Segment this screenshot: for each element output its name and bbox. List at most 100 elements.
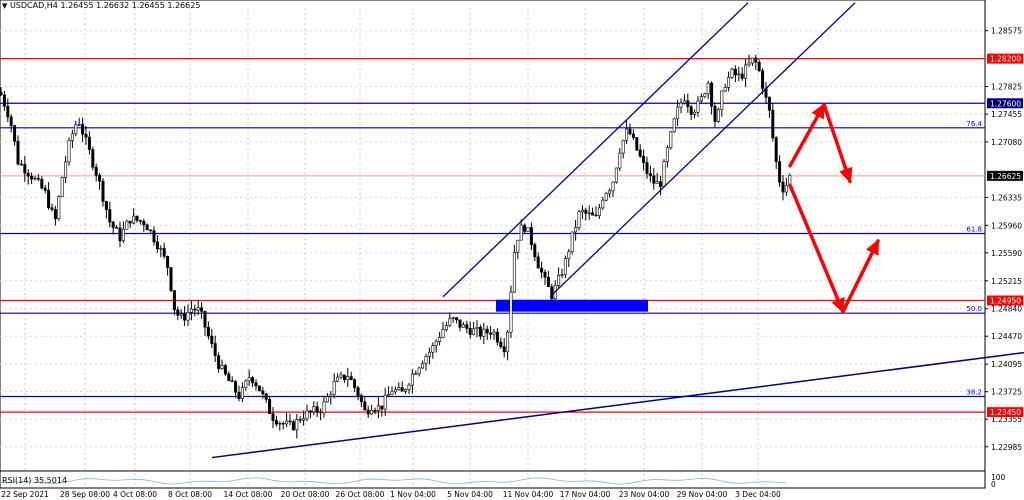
price-tag-box	[987, 407, 1023, 418]
fib-level-label: 38.2	[966, 389, 982, 397]
candle-body	[570, 231, 574, 253]
candle-body	[631, 133, 635, 138]
candle-body	[567, 251, 571, 260]
x-axis: 22 Sep 2021 28 Sep 08:00 4 Oct 08:00 8 Oct …	[1, 490, 781, 499]
candle-body	[608, 190, 612, 194]
candle-body	[638, 149, 642, 157]
candle-body	[431, 345, 435, 353]
candle-body	[502, 346, 506, 353]
candle-body	[455, 317, 459, 321]
candle-body	[376, 405, 380, 411]
candle-body	[366, 409, 370, 415]
collapse-triangle-icon[interactable]: ▼	[2, 2, 8, 10]
candle-body	[118, 227, 122, 242]
y-tick-label: 1.24840	[991, 305, 1022, 314]
candle-body	[247, 377, 251, 382]
candle-body	[706, 82, 710, 95]
candle-body	[557, 275, 561, 286]
candle-body	[67, 140, 71, 163]
candle-body	[298, 419, 302, 421]
candle-body	[771, 109, 775, 139]
candle-body	[492, 331, 496, 335]
candle-body	[635, 137, 639, 151]
candle-body	[220, 365, 224, 369]
trend-lines	[211, 2, 1024, 459]
candle-body	[716, 109, 720, 122]
candle-body	[322, 401, 326, 414]
price-tag-box	[987, 295, 1023, 306]
candle-body	[203, 311, 207, 328]
candle-body	[461, 324, 465, 328]
x-tick-label: 17 Nov 04:00	[560, 490, 611, 499]
candle-body	[179, 313, 183, 316]
candle-body	[281, 422, 285, 425]
candle-body	[441, 329, 445, 338]
candle-body	[587, 212, 591, 214]
candle-body	[94, 166, 98, 176]
candle-body	[128, 220, 132, 224]
candle-body	[74, 124, 78, 135]
candle-body	[359, 395, 363, 403]
candle-body	[519, 224, 523, 241]
candle-body	[23, 164, 27, 174]
candle-body	[87, 136, 91, 150]
candle-body	[390, 391, 394, 395]
candle-body	[750, 57, 754, 64]
candle-body	[353, 379, 357, 388]
candle-body	[115, 227, 119, 229]
candle-body	[70, 133, 74, 141]
candle-body	[60, 176, 64, 197]
y-tick-label: 1.23355	[991, 415, 1022, 424]
candle-body	[43, 187, 47, 191]
candle-body	[584, 209, 588, 214]
candle-body	[597, 207, 601, 216]
horizontal-levels: 76.4 61.8 50.0 38.2	[0, 58, 985, 413]
candle-body	[523, 224, 527, 232]
candle-body	[16, 141, 20, 165]
candle-body	[261, 390, 265, 395]
candle-body	[662, 161, 666, 187]
x-tick-label: 4 Oct 08:00	[113, 490, 157, 499]
candle-body	[312, 406, 316, 413]
candle-body	[560, 274, 564, 276]
candle-body	[628, 128, 632, 135]
x-tick-label: 29 Nov 04:00	[677, 490, 728, 499]
candle-body	[339, 374, 343, 378]
candle-body	[529, 227, 533, 245]
candle-body	[676, 106, 680, 120]
candle-body	[400, 387, 404, 392]
candle-body	[257, 385, 261, 392]
y-tick-label: 1.25215	[991, 277, 1022, 286]
candle-body	[47, 190, 51, 208]
candle-body	[291, 421, 295, 431]
candle-body	[380, 405, 384, 410]
candle-body	[543, 271, 547, 278]
candle-body	[417, 367, 421, 374]
candle-body	[329, 394, 333, 397]
candle-body	[172, 290, 176, 311]
y-tick-label: 1.22985	[991, 443, 1022, 452]
candle-body	[744, 64, 748, 79]
candle-body	[458, 319, 462, 328]
candle-body	[152, 230, 156, 243]
candle-body	[230, 380, 234, 382]
y-tick-label: 1.25960	[991, 221, 1022, 230]
candle-body	[186, 312, 190, 321]
channel-line	[549, 2, 856, 298]
candle-body	[125, 220, 129, 230]
candle-body	[19, 163, 23, 166]
candle-body	[577, 211, 581, 228]
fib-level-label: 61.8	[966, 226, 982, 234]
candle-body	[101, 180, 105, 202]
candle-body	[142, 221, 146, 226]
candle-body	[193, 308, 197, 311]
candle-body	[478, 326, 482, 337]
x-tick-label: 20 Oct 08:00	[281, 490, 330, 499]
x-tick-label: 14 Oct 08:00	[224, 490, 273, 499]
candle-body	[672, 118, 676, 133]
candle-body	[465, 324, 469, 329]
candle-body	[176, 309, 180, 316]
candle-body	[13, 125, 17, 142]
y-tick-label: 1.26335	[991, 193, 1022, 202]
